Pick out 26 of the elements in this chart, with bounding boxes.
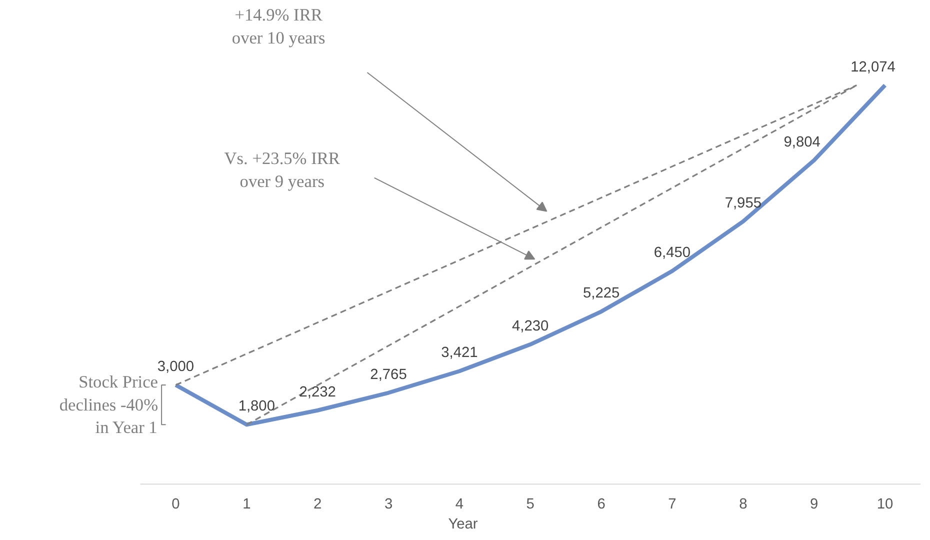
x-tick-label: 5 <box>526 496 534 512</box>
data-label: 1,800 <box>238 398 276 415</box>
x-axis-title: Year <box>448 516 478 532</box>
data-label: 5,225 <box>582 286 620 302</box>
data-label: 9,804 <box>784 134 820 150</box>
text: +14.9% IRR over 10 years <box>232 6 326 48</box>
data-label: 2,232 <box>299 384 336 400</box>
data-label: 7,955 <box>724 195 762 212</box>
x-tick-label: 3 <box>384 496 393 512</box>
data-label: 6,450 <box>654 245 691 262</box>
x-tick-label: 8 <box>739 496 748 512</box>
x-tick-label: 10 <box>876 496 894 512</box>
x-tick-label: 9 <box>810 496 818 512</box>
data-label: 12,074 <box>850 59 896 76</box>
annotation: Vs. +23.5% IRR over 9 years <box>224 149 340 191</box>
x-tick-label: 4 <box>455 496 464 512</box>
x-tick-label: 1 <box>242 496 251 512</box>
data-label: 3,421 <box>441 345 478 362</box>
data-label: 3,000 <box>157 359 194 376</box>
annotation: Stock Price declines -40% in Year 1 <box>59 372 158 438</box>
x-tick-label: 7 <box>668 496 676 512</box>
x-tick-label: 0 <box>172 496 180 512</box>
x-tick-label: 6 <box>597 496 606 512</box>
data-label: 2,765 <box>370 366 407 383</box>
x-tick-label: 2 <box>314 496 322 512</box>
data-label: 4,230 <box>512 318 549 334</box>
